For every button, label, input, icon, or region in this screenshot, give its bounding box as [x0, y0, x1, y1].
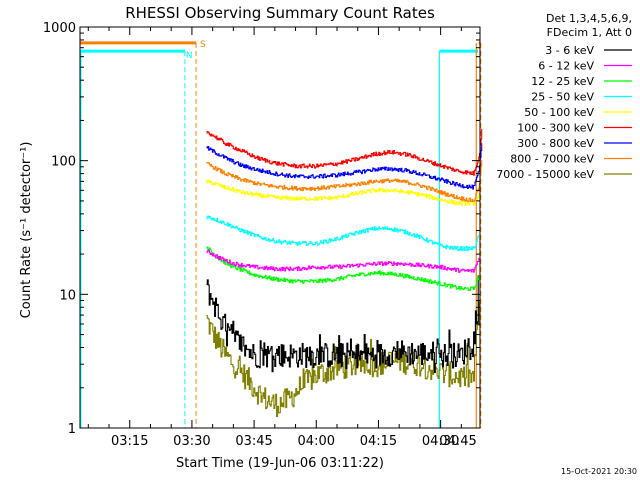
- x-tick-label-1: 03:30: [173, 434, 210, 449]
- legend-label-0: 3 - 6 keV: [545, 44, 594, 57]
- legend-label-3: 25 - 50 keV: [531, 91, 594, 104]
- x-tick-label-2: 03:45: [235, 434, 272, 449]
- legend-label-4: 50 - 100 keV: [524, 106, 594, 119]
- footer-date: 15-Oct-2021 20:30: [561, 467, 637, 476]
- series-line-3-6-kev: [206, 275, 479, 374]
- legend-label-7: 800 - 7000 keV: [510, 153, 594, 166]
- y-tick-label-0: 1: [68, 422, 76, 437]
- x-tick-label-3: 04:00: [298, 434, 335, 449]
- series-line-12-25-kev: [206, 246, 480, 291]
- y-axis-label: Count Rate (s⁻¹ detector⁻¹): [19, 142, 34, 319]
- series-line-50-100-kev: [206, 179, 480, 206]
- flag-label-S: S: [200, 40, 206, 50]
- plot-axes: 1 10 100 1000 03:15 03:30 03:45 04:00 04:15 04:30…: [43, 21, 481, 449]
- series-line-100-300-kev: [206, 128, 483, 176]
- legend-label-6: 300 - 800 keV: [517, 137, 594, 150]
- x-tick-label-4: 04:15: [360, 434, 397, 449]
- flag-label-N: N: [186, 51, 193, 61]
- legend-label-1: 6 - 12 keV: [538, 60, 594, 73]
- x-tick-label-6: 04:45: [439, 434, 476, 449]
- legend-header-line1: Det 1,3,4,5,6,9,: [546, 12, 632, 25]
- chart-title: RHESSI Observing Summary Count Rates: [125, 4, 435, 22]
- series-line-300-800-kev: [206, 143, 483, 190]
- count-rate-series: [206, 128, 483, 418]
- legend-header-line2: FDecim 1, Att 0: [547, 26, 632, 39]
- y-tick-label-2: 100: [51, 155, 76, 170]
- legend: 3 - 6 keV 6 - 12 keV 12 - 25 keV 25 - 50 ke…: [496, 44, 632, 181]
- plot-frame: [79, 26, 481, 429]
- x-tick-label-0: 03:15: [111, 434, 148, 449]
- legend-label-8: 7000 - 15000 keV: [496, 168, 594, 181]
- x-tick-label-5: 04:30: [422, 434, 459, 449]
- y-tick-label-1: 10: [59, 288, 76, 303]
- series-line-25-50-kev: [206, 215, 480, 252]
- y-tick-label-3: 1000: [43, 21, 76, 36]
- legend-label-5: 100 - 300 keV: [517, 122, 594, 135]
- series-line-800-7000-kev: [206, 160, 483, 203]
- legend-label-2: 12 - 25 keV: [531, 75, 594, 88]
- series-line-6-12-kev: [206, 249, 480, 273]
- x-axis-label: Start Time (19-Jun-06 03:11:22): [176, 456, 384, 471]
